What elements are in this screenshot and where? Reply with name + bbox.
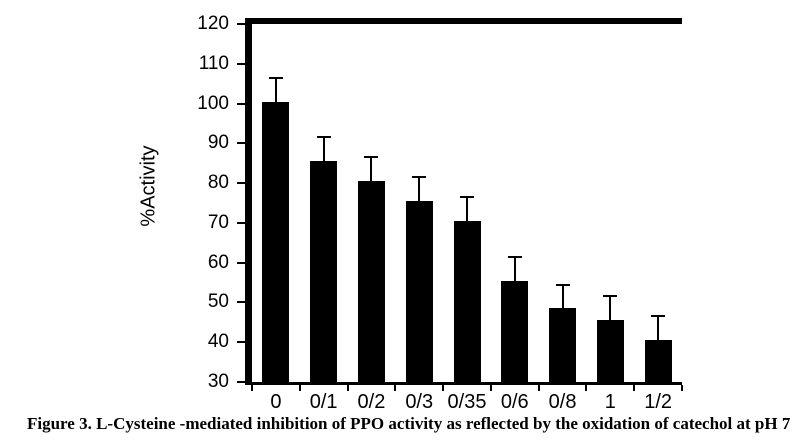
error-bar-cap	[555, 283, 570, 286]
error-bar-whisker	[657, 316, 660, 341]
y-tick-mark	[237, 23, 245, 25]
error-bar-whisker	[370, 157, 373, 182]
bar	[453, 220, 481, 382]
error-bar-whisker	[418, 177, 421, 201]
error-bar-cap	[268, 76, 283, 79]
y-tick-label: 40	[207, 331, 229, 353]
y-tick-label: 50	[207, 291, 229, 313]
error-bar-whisker	[466, 197, 468, 221]
x-tick-label: 0/6	[500, 391, 529, 413]
bar	[501, 280, 529, 382]
x-tick-label: 0/1	[309, 391, 338, 413]
x-tick-mark	[346, 385, 349, 391]
y-tick-mark	[237, 102, 245, 105]
bar	[405, 201, 433, 382]
bar	[549, 308, 577, 382]
x-tick-label: 0	[270, 391, 282, 413]
error-bar-cap	[603, 295, 618, 298]
error-bar-cap	[460, 196, 474, 199]
x-tick-mark	[633, 385, 636, 391]
plot-area: 30 40 50 60 70 80 90 100 110 120 0 0/1 0/2 0/3 0/35 0/6…	[197, 13, 683, 413]
error-bar-whisker	[561, 284, 564, 309]
y-tick-label: 110	[198, 52, 229, 74]
bar	[357, 181, 385, 382]
y-tick-mark	[237, 142, 245, 145]
error-bar-cap	[316, 136, 331, 139]
y-tick-label: 120	[197, 13, 229, 34]
y-tick-mark	[237, 261, 245, 264]
y-tick-mark	[237, 62, 245, 65]
x-tick-mark	[489, 385, 492, 391]
y-tick-mark	[237, 381, 245, 383]
x-tick-label: 1	[604, 391, 616, 413]
bar	[644, 340, 672, 382]
error-bar-whisker	[513, 256, 516, 281]
error-bar-whisker	[322, 137, 325, 162]
y-tick-label: 80	[207, 172, 229, 194]
y-tick-label: 30	[207, 371, 229, 392]
x-tick-mark	[394, 385, 397, 391]
error-bar-whisker	[609, 296, 612, 321]
x-tick-mark	[585, 385, 588, 391]
x-tick-mark	[442, 385, 445, 391]
x-tick-mark	[251, 385, 253, 391]
y-axis-title: %Activity	[137, 145, 160, 227]
x-tick-label: 0/35	[447, 391, 487, 413]
x-tick-mark	[681, 385, 683, 391]
y-tick-label: 60	[207, 251, 229, 273]
y-tick-mark	[237, 221, 245, 224]
x-tick-label: 0/2	[357, 391, 386, 413]
y-tick-label: 90	[207, 132, 229, 154]
bar	[596, 320, 624, 382]
x-tick-mark	[537, 385, 540, 391]
error-bar-whisker	[274, 77, 277, 102]
error-bar-cap	[412, 176, 427, 179]
y-tick-label: 100	[197, 92, 229, 114]
x-tick-mark	[298, 385, 301, 391]
y-tick-mark	[237, 301, 245, 304]
error-bar-cap	[507, 255, 522, 258]
error-bar-cap	[651, 315, 666, 318]
x-tick-label: 1/2	[644, 391, 673, 413]
error-bar-cap	[364, 156, 379, 159]
y-tick-mark	[237, 341, 245, 344]
bar	[262, 101, 290, 382]
bar	[310, 161, 338, 382]
y-tick-label: 70	[207, 211, 229, 233]
y-tick-mark	[237, 182, 245, 185]
x-tick-label: 0/3	[405, 391, 434, 413]
figure-caption: Figure 3. L-Cysteine -mediated inhibitio…	[27, 414, 791, 433]
x-tick-label: 0/8	[548, 391, 577, 413]
